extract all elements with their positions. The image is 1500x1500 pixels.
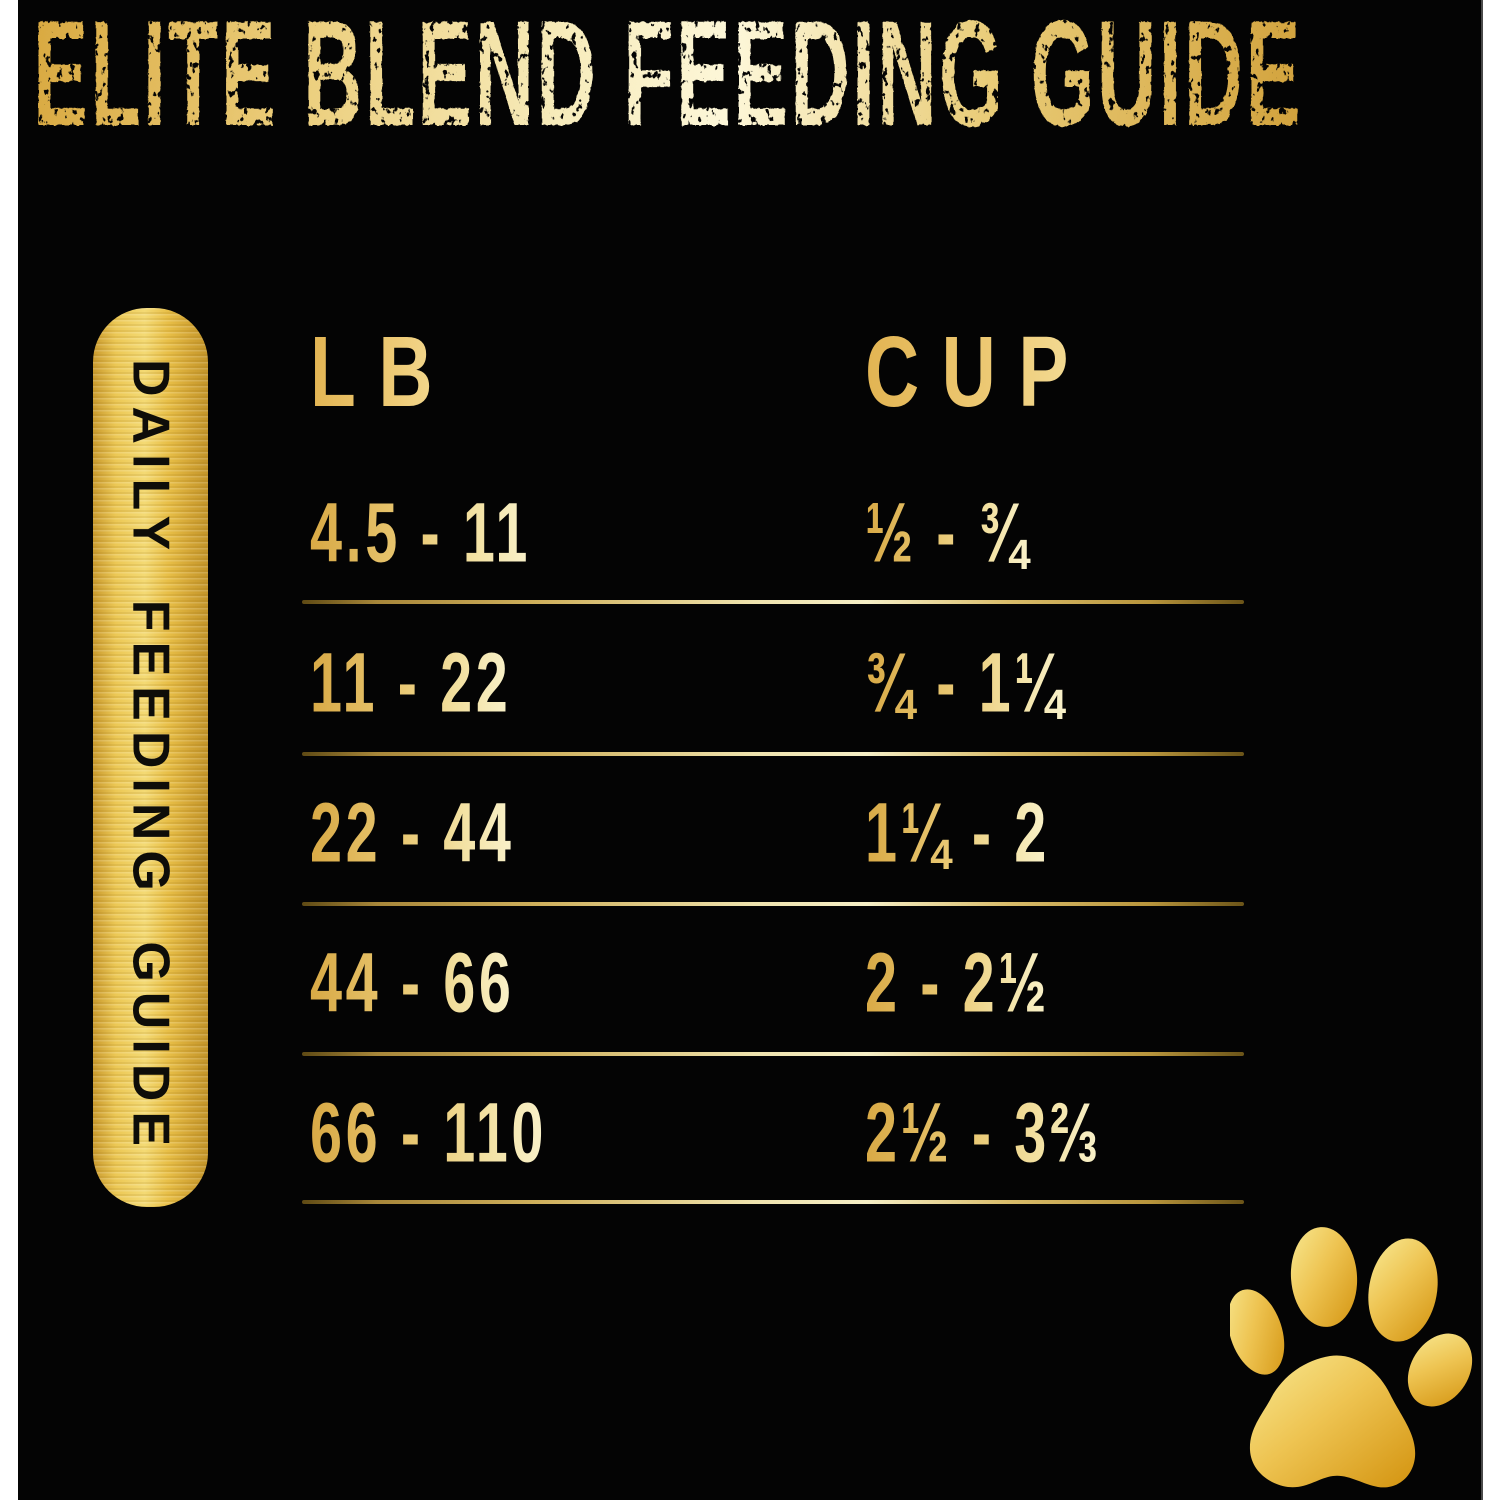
cup-value: ½ - ¾ [865,485,1031,580]
label-panel: ELITE BLEND FEEDING GUIDE DAILY FEEDING … [18,0,1483,1500]
row-divider [302,1200,1244,1204]
lb-value: 66 - 110 [310,1085,547,1180]
lb-value: 44 - 66 [310,935,515,1030]
row-divider [302,1052,1244,1056]
cup-value: 1¼ - 2 [865,785,1050,880]
paw-print-icon [1230,1227,1473,1488]
column-header-lb: LB [310,316,455,428]
cup-value: ¾ - 1¼ [865,635,1066,730]
row-divider [302,600,1244,604]
lb-value: 11 - 22 [310,635,512,730]
row-divider [302,902,1244,906]
cup-value: 2 - 2½ [865,935,1050,1030]
daily-feeding-guide-badge: DAILY FEEDING GUIDE [93,308,208,1207]
badge-label: DAILY FEEDING GUIDE [121,359,180,1156]
column-header-cup: CUP [865,316,1091,428]
lb-value: 22 - 44 [310,785,515,880]
row-divider [302,752,1244,756]
page-title: ELITE BLEND FEEDING GUIDE [33,0,1303,157]
cup-value: 2½ - 3⅔ [865,1085,1102,1180]
lb-value: 4.5 - 11 [310,485,531,580]
